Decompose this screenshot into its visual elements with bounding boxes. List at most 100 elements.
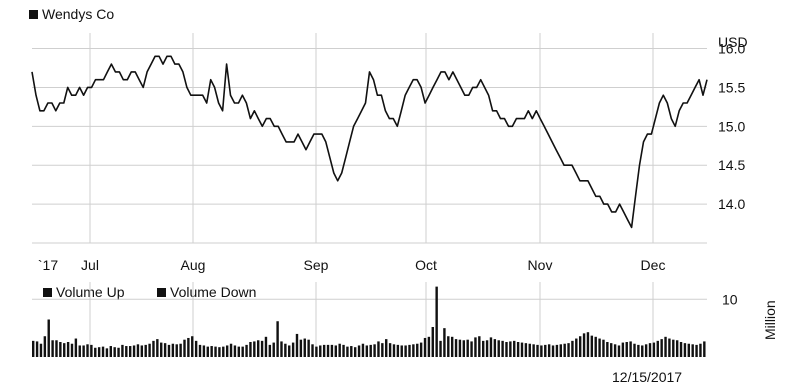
volume-bar	[633, 343, 636, 357]
volume-bar	[66, 342, 70, 357]
volume-bar	[679, 342, 683, 357]
volume-bar	[311, 344, 314, 357]
volume-bar	[532, 344, 535, 357]
volume-bar	[392, 344, 396, 357]
price-y-tick-labels: 14.0 14.5 15.0 15.5 16.0	[718, 41, 745, 213]
volume-bar	[245, 344, 248, 357]
volume-bar	[559, 344, 562, 357]
volume-bar	[346, 346, 349, 357]
volume-bar	[555, 344, 559, 357]
volume-bar	[563, 343, 566, 357]
volume-bar	[501, 340, 504, 357]
volume-bar	[641, 345, 644, 357]
volume-bar	[326, 344, 330, 357]
volume-bar	[78, 345, 81, 357]
volume-bar	[264, 336, 268, 357]
volume-bar	[462, 340, 466, 357]
price-x-tick-label: `17	[38, 257, 58, 273]
volume-bar	[450, 336, 454, 357]
price-y-tick-label: 16.0	[718, 41, 745, 57]
volume-bar	[582, 333, 586, 357]
volume-bar	[163, 343, 167, 357]
volume-bar	[606, 342, 609, 357]
volume-bar	[191, 336, 194, 357]
volume-bar	[222, 346, 225, 357]
volume-bar	[101, 346, 105, 357]
volume-bar	[644, 344, 648, 357]
price-x-tick-label: Nov	[528, 257, 553, 273]
volume-bar	[299, 339, 303, 357]
volume-bar	[482, 340, 485, 357]
price-x-tick-labels: `17 Jul Aug Sep Oct Nov Dec	[38, 257, 666, 273]
volume-bar	[253, 341, 256, 357]
volume-bar	[423, 337, 427, 357]
price-series-line	[31, 55, 708, 229]
volume-bar	[82, 345, 85, 357]
volume-bar	[590, 335, 594, 357]
volume-bar	[377, 341, 380, 357]
volume-bar	[152, 340, 155, 357]
volume-bar	[121, 344, 124, 357]
volume-bar	[443, 328, 446, 357]
volume-bar	[125, 346, 128, 357]
volume-bar	[241, 346, 244, 357]
volume-bar	[617, 345, 621, 357]
volume-bar	[268, 344, 272, 357]
volume-bar	[416, 343, 419, 357]
volume-bar	[621, 342, 625, 357]
volume-bar	[70, 343, 74, 357]
volume-bar	[703, 341, 706, 357]
price-legend-swatch	[29, 10, 38, 19]
volume-bar	[427, 336, 431, 357]
volume-bar	[388, 343, 392, 357]
volume-bar	[516, 342, 520, 357]
volume-bar	[276, 321, 279, 357]
volume-bar	[260, 340, 264, 357]
volume-bar	[357, 345, 361, 357]
volume-bar	[51, 340, 54, 357]
volume-bar	[319, 345, 322, 357]
volume-bar	[350, 346, 353, 357]
volume-bar	[672, 339, 675, 357]
volume-bar	[687, 343, 691, 357]
volume-bar	[175, 344, 178, 357]
volume-bar	[594, 336, 597, 357]
volume-bar	[404, 345, 407, 357]
volume-bar	[59, 342, 62, 357]
volume-bar	[664, 336, 667, 357]
volume-bar	[497, 340, 500, 357]
volume-bar	[148, 343, 151, 357]
volume-bar	[625, 342, 628, 357]
volume-bar	[513, 340, 516, 357]
volume-bar	[458, 339, 462, 357]
volume-bar	[466, 339, 469, 357]
volume-bar	[171, 343, 175, 357]
date-label: 12/15/2017	[612, 369, 682, 385]
volume-bar	[307, 339, 310, 357]
volume-bar	[288, 345, 291, 357]
volume-bar	[485, 340, 489, 357]
volume-bar	[353, 347, 357, 357]
volume-bar	[567, 343, 570, 357]
volume-bar	[136, 344, 140, 357]
volume-bar	[365, 345, 369, 357]
volume-bar	[63, 343, 66, 357]
volume-bar	[439, 340, 442, 357]
volume-bar	[544, 344, 547, 357]
price-x-tick-label: Sep	[304, 257, 329, 273]
volume-bar	[656, 340, 659, 357]
volume-bar	[330, 344, 334, 357]
volume-bar	[179, 343, 182, 357]
volume-bar	[369, 344, 372, 357]
volume-bar	[202, 345, 206, 357]
volume-bar	[128, 346, 132, 357]
volume-bar	[524, 343, 528, 357]
volume-bar	[505, 342, 508, 357]
volume-bar	[675, 340, 679, 357]
volume-bar	[160, 342, 163, 357]
volume-bar	[225, 345, 229, 357]
price-line	[31, 55, 708, 229]
volume-bar	[334, 345, 337, 357]
volume-bar	[400, 345, 403, 357]
volume-bar	[419, 342, 423, 357]
